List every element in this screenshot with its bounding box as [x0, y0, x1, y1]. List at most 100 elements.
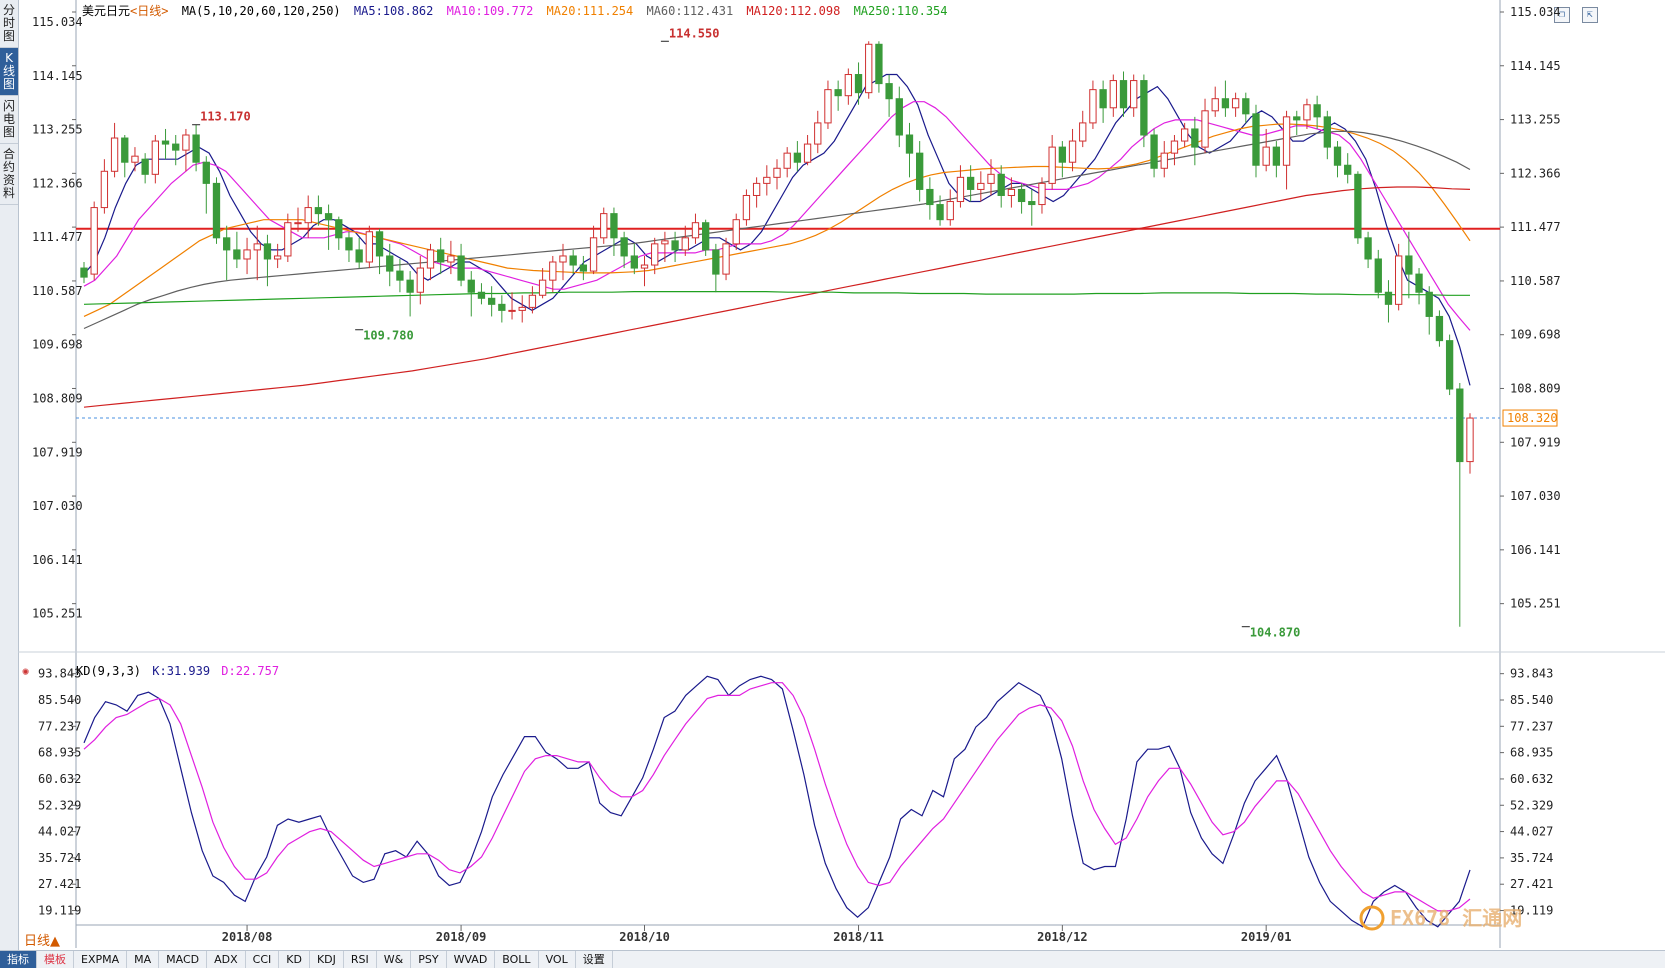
month-label: 2018/11: [833, 930, 884, 944]
gear-icon[interactable]: ✺: [22, 664, 30, 678]
candle-body: [885, 83, 893, 100]
kd-ytick-label-right: 93.843: [1510, 667, 1553, 681]
candle-body: [314, 207, 323, 215]
main-ytick-label-left: 107.030: [32, 499, 83, 513]
tab-kline[interactable]: K线图: [0, 48, 18, 96]
indicator-tab-8[interactable]: KDJ: [310, 951, 344, 968]
indicator-tab-9[interactable]: RSI: [344, 951, 377, 968]
indicator-tab-13[interactable]: BOLL: [495, 951, 539, 968]
candle-body: [243, 249, 251, 260]
main-ytick-label-right: 112.366: [1510, 166, 1561, 180]
maximize-icon[interactable]: ⇱: [1581, 7, 1598, 23]
candle-body: [1466, 417, 1474, 463]
candle-body: [1130, 80, 1138, 109]
indicator-tab-10[interactable]: W&: [377, 951, 412, 968]
indicator-tab-7[interactable]: KD: [279, 951, 310, 968]
candle-body: [661, 240, 669, 245]
candle-body: [1109, 80, 1117, 109]
candle-body: [375, 231, 384, 257]
ma10-value: MA10:109.772: [446, 4, 534, 18]
window-controls: ❐ ⇱: [1552, 2, 1598, 23]
indicator-tab-5[interactable]: ADX: [207, 951, 246, 968]
candle-body: [1272, 146, 1281, 166]
indicator-tab-12[interactable]: WVAD: [447, 951, 496, 968]
candle-body: [997, 173, 1005, 196]
candle-body: [966, 176, 975, 190]
main-ytick-label-right: 107.919: [1510, 435, 1561, 449]
candle-body: [345, 237, 353, 251]
candle-body: [1456, 388, 1464, 463]
ma-line-ma20: [83, 123, 1471, 317]
candle-body: [110, 137, 119, 172]
extreme-label: 104.870: [1250, 626, 1301, 640]
main-ytick-label-left: 113.255: [32, 123, 83, 137]
candle-body: [814, 122, 822, 145]
main-ytick-label-left: 112.366: [32, 176, 83, 190]
kd-ytick-label-left: 35.724: [38, 851, 81, 865]
candle-body: [1425, 291, 1433, 317]
tab-contract-info[interactable]: 合约资料: [0, 144, 18, 205]
restore-icon[interactable]: ❐: [1554, 7, 1570, 23]
candle-body: [589, 237, 598, 272]
candle-body: [202, 161, 210, 184]
candle-body: [386, 255, 394, 272]
candle-body: [549, 261, 557, 281]
indicator-tab-1[interactable]: 模板: [37, 951, 74, 968]
candle-body: [172, 143, 180, 151]
month-label: 2018/10: [619, 930, 670, 944]
candle-body: [1405, 255, 1413, 275]
candle-body: [1282, 116, 1291, 166]
indicator-tab-4[interactable]: MACD: [159, 951, 208, 968]
watermark-logo: [1359, 905, 1385, 931]
candle-body: [579, 264, 588, 272]
ma120-value: MA120:112.098: [746, 4, 841, 18]
candle-body: [121, 137, 129, 163]
candle-body: [253, 243, 261, 251]
candle-body: [793, 152, 802, 163]
candle-body: [1221, 98, 1230, 109]
month-label: 2018/09: [436, 930, 487, 944]
indicator-tab-15[interactable]: 设置: [576, 951, 613, 968]
candle-body: [457, 255, 465, 281]
candle-body: [212, 182, 221, 239]
candle-body: [1211, 98, 1219, 112]
indicator-tab-14[interactable]: VOL: [539, 951, 576, 968]
candle-body: [681, 237, 689, 251]
ma20-value: MA20:111.254: [546, 4, 634, 18]
candle-body: [702, 222, 710, 251]
candle-body: [732, 219, 740, 245]
candle-body: [946, 201, 954, 221]
candle-body: [161, 140, 170, 145]
candle-body: [875, 43, 883, 85]
indicator-tab-3[interactable]: MA: [127, 951, 160, 968]
candle-body: [365, 231, 374, 263]
indicator-tab-2[interactable]: EXPMA: [74, 951, 128, 968]
indicator-tab-0[interactable]: 指标: [0, 951, 37, 968]
tab-flash[interactable]: 闪电图: [0, 96, 18, 144]
indicator-tab-bar: 指标 模板 EXPMA MA MACD ADX CCI KD KDJ RSI W& PSY WVAD BO…: [0, 950, 1665, 968]
kd-ytick-label-left: 68.935: [38, 746, 81, 760]
kd-ytick-label-right: 52.329: [1510, 798, 1553, 812]
indicator-tab-11[interactable]: PSY: [411, 951, 447, 968]
candle-body: [1415, 273, 1423, 293]
last-price-label: 108.320: [1507, 411, 1558, 425]
ma-line-ma5: [83, 73, 1471, 386]
candle-body: [752, 182, 761, 196]
indicator-tab-6[interactable]: CCI: [246, 951, 280, 968]
kd-d-value: D:22.757: [221, 664, 280, 678]
candle-body: [416, 267, 424, 293]
tab-timeshare[interactable]: 分时图: [0, 0, 18, 48]
main-ytick-label-right: 109.698: [1510, 328, 1561, 342]
candle-body: [1262, 146, 1270, 166]
candle-body: [1303, 104, 1311, 121]
candle-body: [1231, 98, 1240, 109]
candle-body: [1028, 201, 1036, 206]
kd-name: KD(9,3,3): [76, 664, 142, 678]
candle-body: [100, 170, 109, 209]
candle-body: [1191, 128, 1199, 148]
candle-body: [1313, 104, 1321, 118]
candle-body: [1058, 146, 1067, 163]
candle-body: [1180, 128, 1189, 142]
period-selector-button[interactable]: 日线▲: [24, 934, 60, 949]
